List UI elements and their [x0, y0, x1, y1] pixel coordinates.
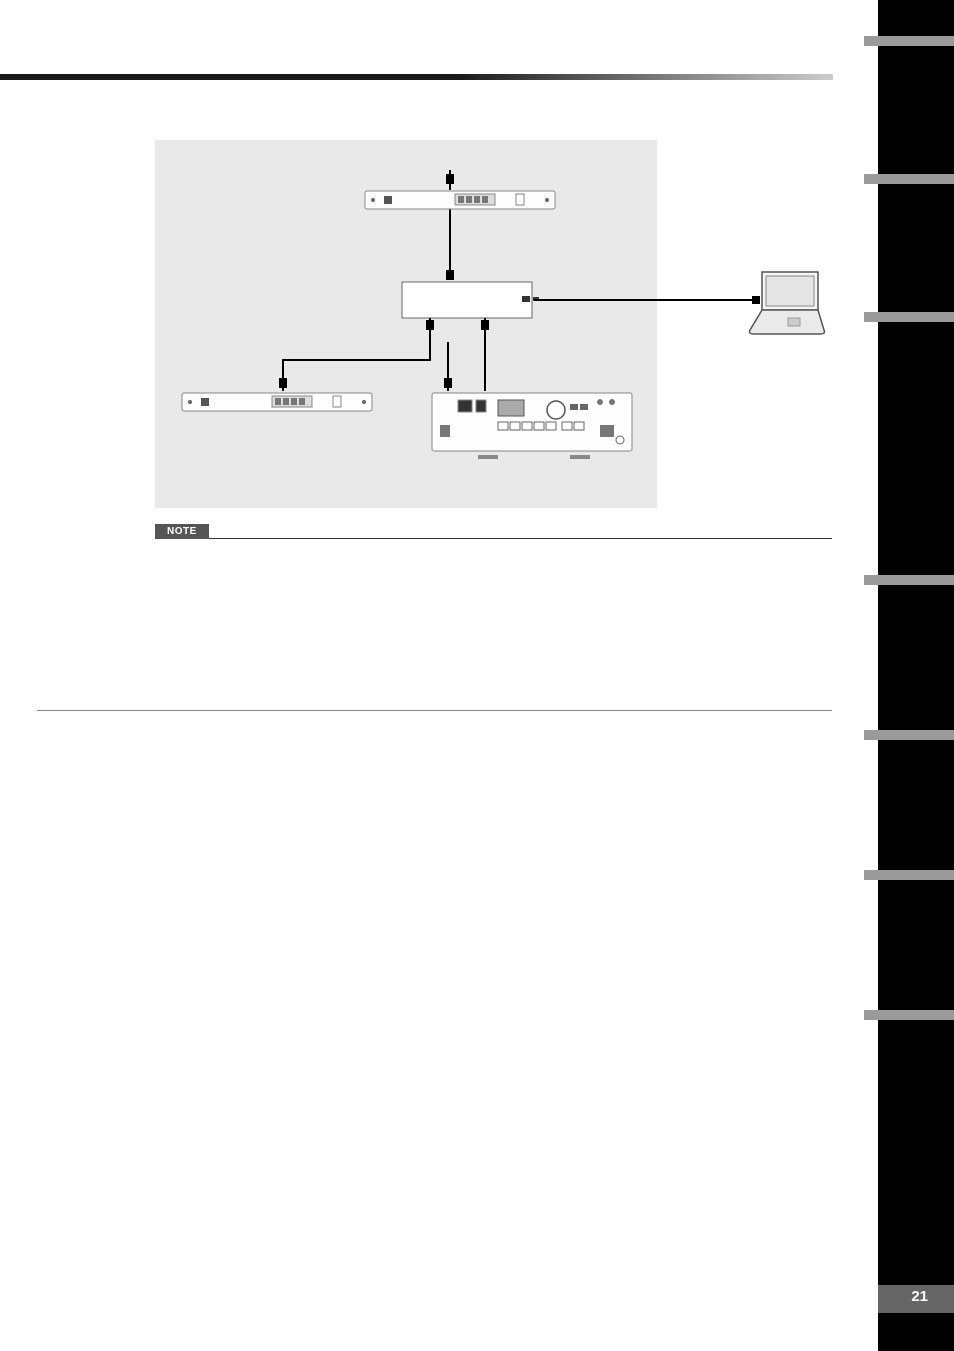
display-screen — [498, 400, 524, 416]
side-tab — [864, 730, 954, 740]
connector-icon — [426, 320, 434, 330]
note-badge: NOTE — [155, 524, 209, 539]
side-tab — [864, 174, 954, 184]
port-icon — [458, 400, 472, 412]
laptop-icon — [748, 268, 826, 338]
foot-icon — [570, 455, 590, 459]
connector-icon — [481, 320, 489, 330]
page-number: 21 — [911, 1288, 928, 1305]
section-divider — [37, 710, 832, 711]
connector-icon — [446, 270, 454, 280]
side-tab — [864, 312, 954, 322]
cable-right — [448, 318, 485, 391]
cable-left — [283, 318, 430, 391]
side-tab — [864, 870, 954, 880]
connector-icon — [444, 378, 452, 388]
header-rule — [0, 74, 833, 80]
connector-icon — [446, 174, 454, 184]
note-section: NOTE — [155, 521, 832, 539]
side-tab — [864, 575, 954, 585]
connection-diagram — [155, 140, 657, 508]
side-tab — [864, 1010, 954, 1020]
side-tab — [864, 36, 954, 46]
right-sidebar-column — [878, 0, 954, 1351]
vent-icon — [440, 425, 450, 437]
connector-icon — [279, 378, 287, 388]
vent-icon — [600, 425, 614, 437]
foot-icon — [478, 455, 498, 459]
network-hub — [402, 282, 532, 318]
hub-port-icon — [522, 296, 530, 302]
